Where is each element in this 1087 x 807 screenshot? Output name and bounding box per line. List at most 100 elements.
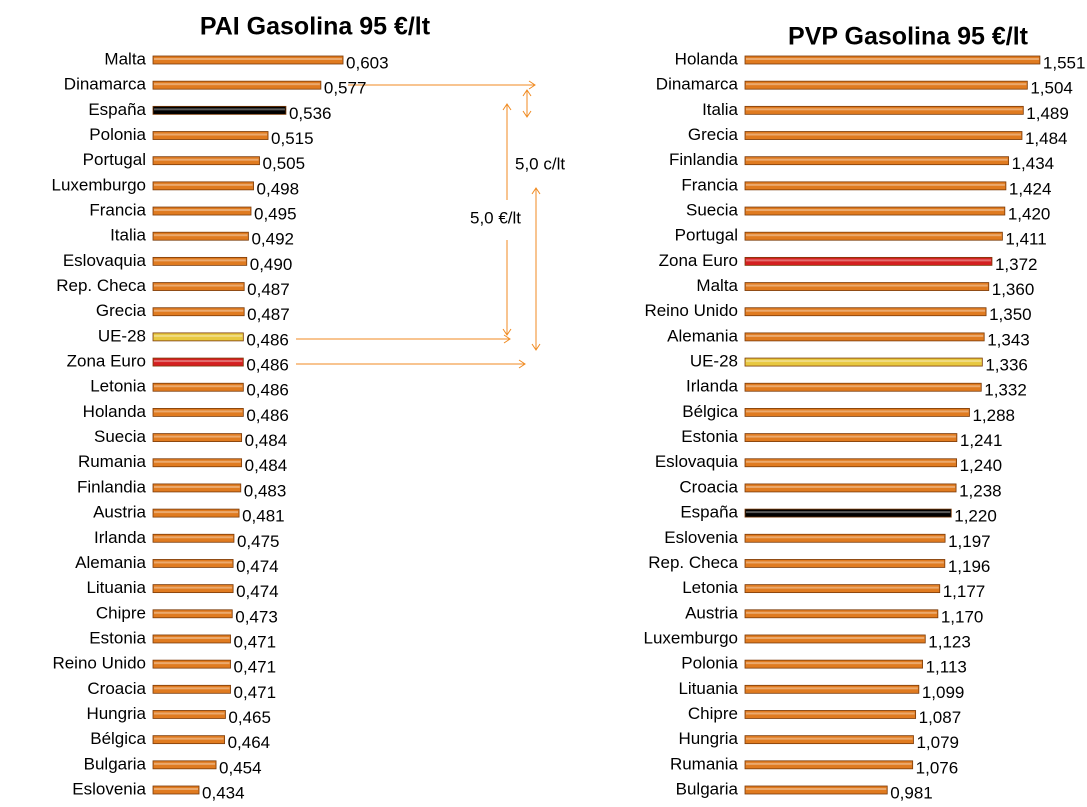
value-label: 0,577 [324, 79, 367, 98]
bar [152, 105, 287, 115]
category-label: Italia [110, 226, 146, 245]
value-label: 0,486 [246, 381, 289, 400]
value-label: 0,515 [271, 129, 314, 148]
bar [744, 684, 920, 694]
bar-shine [154, 385, 243, 388]
bar [152, 634, 231, 644]
category-label: Croacia [87, 679, 146, 698]
chart-title: PAI Gasolina 95 €/lt [200, 13, 431, 41]
bar-shine [746, 435, 956, 438]
bar [152, 282, 245, 291]
bar-shine [746, 334, 984, 337]
category-label: Suecia [94, 427, 147, 446]
bar [744, 181, 1007, 191]
value-label: 1,099 [922, 683, 965, 702]
annotation: 5,0 c/lt [515, 154, 565, 173]
bar [152, 458, 243, 468]
value-label: 1,411 [1005, 230, 1046, 249]
bar [744, 382, 982, 392]
bar [744, 508, 952, 518]
bar-shine [154, 737, 224, 740]
bar [744, 80, 1028, 90]
value-label: 0,484 [245, 431, 288, 450]
category-label: Bélgica [90, 729, 146, 748]
bar [744, 760, 914, 770]
bar-shine [746, 133, 1021, 136]
bar-shine [746, 183, 1005, 186]
bar-shine [746, 410, 969, 413]
bar-shine [746, 662, 922, 665]
category-label: Austria [685, 603, 738, 622]
bar-shine [746, 788, 887, 790]
bar [152, 231, 249, 241]
category-label: Alemania [667, 326, 738, 345]
value-label: 1,551 [1043, 53, 1086, 72]
bar [744, 105, 1024, 115]
bar [744, 307, 987, 317]
bar-shine [154, 83, 320, 86]
category-label: Irlanda [94, 528, 147, 547]
value-label: 0,475 [237, 532, 280, 551]
bar [744, 256, 993, 266]
category-label: Estonia [681, 427, 738, 446]
category-label: Bulgaria [676, 779, 739, 798]
category-label: España [680, 503, 738, 522]
bar [744, 735, 914, 745]
bar-shine [746, 259, 991, 262]
bar-shine [154, 788, 199, 790]
category-label: Luxemburgo [643, 628, 738, 647]
value-label: 1,123 [928, 632, 971, 651]
value-label: 0,471 [234, 632, 277, 651]
value-label: 0,490 [250, 255, 293, 274]
bar [152, 533, 235, 543]
bar-shine [746, 83, 1027, 86]
value-label: 1,220 [954, 507, 997, 526]
category-label: Holanda [83, 402, 147, 421]
value-label: 1,336 [985, 356, 1028, 375]
bar-shine [154, 234, 248, 237]
value-label: 1,424 [1009, 179, 1052, 198]
annotation-arrows [296, 80, 541, 369]
value-label: 1,420 [1008, 205, 1051, 224]
bar-shine [746, 586, 939, 589]
category-label: Grecia [96, 301, 147, 320]
value-label: 1,434 [1012, 154, 1055, 173]
category-label: Suecia [686, 201, 739, 220]
value-label: 0,536 [289, 104, 332, 123]
bar-shine [154, 485, 240, 488]
bar [744, 357, 983, 367]
value-label: 0,465 [228, 708, 271, 727]
bar [152, 156, 260, 166]
bar [152, 80, 322, 90]
category-label: Eslovaquia [655, 452, 739, 471]
category-label: Rumania [78, 452, 147, 471]
bar-shine [746, 485, 956, 488]
bar [744, 785, 888, 795]
category-label: Finlandia [77, 477, 147, 496]
bar-shine [154, 410, 243, 413]
category-label: Portugal [83, 150, 146, 169]
bar-shine [154, 712, 225, 715]
bar [152, 332, 244, 342]
category-label: Francia [681, 175, 738, 194]
category-label: Chipre [96, 603, 146, 622]
bar-shine [154, 536, 233, 539]
value-label: 0,487 [247, 305, 290, 324]
bar [152, 785, 200, 795]
value-label: 0,434 [202, 783, 245, 802]
bar-shine [154, 636, 230, 639]
bar [744, 710, 917, 719]
bar [744, 609, 939, 619]
value-label: 1,113 [926, 658, 967, 677]
value-label: 0,498 [257, 179, 300, 198]
bar [744, 55, 1041, 65]
value-label: 0,495 [254, 205, 297, 224]
value-label: 1,177 [943, 582, 986, 601]
bar-shine [746, 158, 1008, 161]
bar-shine [154, 511, 239, 514]
bar [152, 206, 252, 216]
bar [152, 584, 234, 594]
value-label: 1,372 [995, 255, 1038, 274]
bar [744, 559, 946, 568]
